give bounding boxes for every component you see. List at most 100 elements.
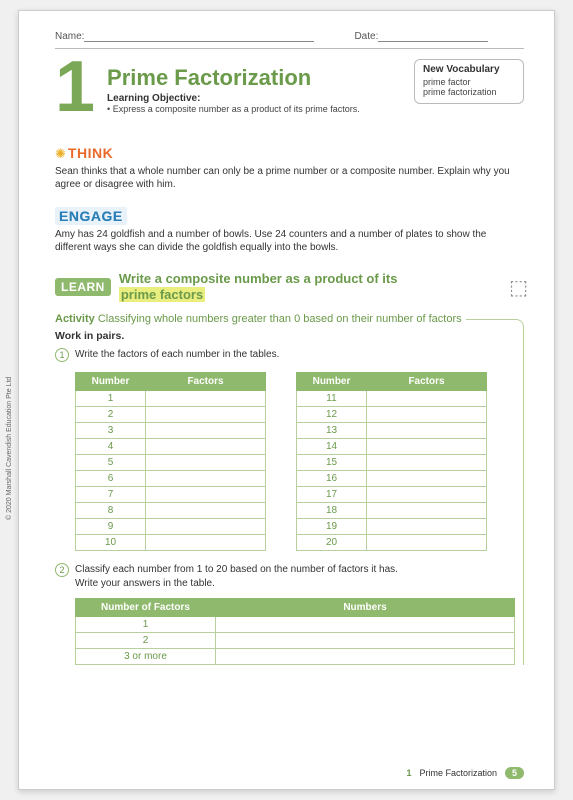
factors-table-right: NumberFactors 11121314151617181920 xyxy=(296,372,487,551)
cell-factors[interactable] xyxy=(367,471,487,487)
cell-number: 6 xyxy=(76,471,146,487)
cell-number: 1 xyxy=(76,391,146,407)
table-row: 8 xyxy=(76,503,266,519)
activity-header-row: Activity Classifying whole numbers great… xyxy=(55,314,524,665)
date-label: Date: xyxy=(354,31,378,42)
cell-number: 2 xyxy=(76,407,146,423)
cell-factors[interactable] xyxy=(146,455,266,471)
table-row: 5 xyxy=(76,455,266,471)
learn-title: Write a composite number as a product of… xyxy=(119,271,398,305)
step-2: 2 Classify each number from 1 to 20 base… xyxy=(55,563,517,590)
factors-table-left: NumberFactors 12345678910 xyxy=(75,372,266,551)
cell-number: 9 xyxy=(76,519,146,535)
th-num-factors: Number of Factors xyxy=(76,599,216,617)
table-row: 3 xyxy=(76,423,266,439)
footer-title: Prime Factorization xyxy=(419,768,497,778)
vocab-term-2: prime factorization xyxy=(423,87,515,97)
cell-number: 16 xyxy=(297,471,367,487)
cell-factors[interactable] xyxy=(367,535,487,551)
worksheet-page: Name: Date: 1 Prime Factorization Learni… xyxy=(18,10,555,790)
table-row: 6 xyxy=(76,471,266,487)
cell-factors[interactable] xyxy=(146,407,266,423)
activity-chip: Activity xyxy=(55,313,95,325)
table-row: 2 xyxy=(76,633,515,649)
cell-number: 14 xyxy=(297,439,367,455)
cell-factors[interactable] xyxy=(146,535,266,551)
cell-number: 4 xyxy=(76,439,146,455)
date-input-line[interactable] xyxy=(378,41,488,42)
table-row: 7 xyxy=(76,487,266,503)
step-2-text: Classify each number from 1 to 20 based … xyxy=(75,563,398,590)
table-row: 13 xyxy=(297,423,487,439)
vocab-term-1: prime factor xyxy=(423,77,515,87)
cell-factors[interactable] xyxy=(367,503,487,519)
cell-factors[interactable] xyxy=(367,487,487,503)
lightbulb-icon: ✺ xyxy=(55,146,66,161)
cell-factors[interactable] xyxy=(146,391,266,407)
cell-factors[interactable] xyxy=(367,439,487,455)
cell-factors[interactable] xyxy=(367,391,487,407)
cell-factors[interactable] xyxy=(367,423,487,439)
table-row: 16 xyxy=(297,471,487,487)
cell-factors[interactable] xyxy=(146,519,266,535)
cell-factors[interactable] xyxy=(146,503,266,519)
think-section: ✺THINK Sean thinks that a whole number c… xyxy=(55,145,524,192)
lesson-header: 1 Prime Factorization Learning Objective… xyxy=(55,59,524,117)
classification-table: Number of FactorsNumbers 123 or more xyxy=(75,598,515,665)
page-footer: 1 Prime Factorization 5 xyxy=(406,767,524,779)
step-1: 1 Write the factors of each number in th… xyxy=(55,348,517,362)
cell-number: 10 xyxy=(76,535,146,551)
th-factors: Factors xyxy=(367,373,487,391)
cell-number: 13 xyxy=(297,423,367,439)
table-row: 17 xyxy=(297,487,487,503)
table-row: 1 xyxy=(76,617,515,633)
table-row: 12 xyxy=(297,407,487,423)
table-row: 2 xyxy=(76,407,266,423)
chapter-number: 1 xyxy=(55,59,95,117)
cell-number: 19 xyxy=(297,519,367,535)
cell-factors[interactable] xyxy=(367,455,487,471)
cell-factors[interactable] xyxy=(367,407,487,423)
think-label: THINK xyxy=(68,145,113,161)
th-number: Number xyxy=(297,373,367,391)
cell-number: 20 xyxy=(297,535,367,551)
cell-factors[interactable] xyxy=(146,471,266,487)
cell-number: 11 xyxy=(297,391,367,407)
cube-icon: ⬚ xyxy=(509,275,528,300)
cell-numbers[interactable] xyxy=(216,633,515,649)
vocabulary-box: New Vocabulary prime factor prime factor… xyxy=(414,59,524,104)
name-input-line[interactable] xyxy=(84,41,314,42)
table-row: 15 xyxy=(297,455,487,471)
cell-factors[interactable] xyxy=(367,519,487,535)
th-numbers: Numbers xyxy=(216,599,515,617)
footer-page-number: 5 xyxy=(505,767,524,779)
engage-section: ENGAGE Amy has 24 goldfish and a number … xyxy=(55,208,524,255)
cell-factor-count: 3 or more xyxy=(76,649,216,665)
engage-text: Amy has 24 goldfish and a number of bowl… xyxy=(55,228,524,255)
th-number: Number xyxy=(76,373,146,391)
activity-title: Classifying whole numbers greater than 0… xyxy=(98,313,462,325)
cell-number: 18 xyxy=(297,503,367,519)
cell-number: 5 xyxy=(76,455,146,471)
cell-factor-count: 1 xyxy=(76,617,216,633)
cell-number: 7 xyxy=(76,487,146,503)
step-1-number: 1 xyxy=(55,348,69,362)
name-label: Name: xyxy=(55,31,84,42)
cell-factors[interactable] xyxy=(146,439,266,455)
name-date-row: Name: Date: xyxy=(55,31,524,42)
step-2-number: 2 xyxy=(55,563,69,577)
cell-number: 15 xyxy=(297,455,367,471)
learn-chip: LEARN xyxy=(55,278,111,296)
cell-factors[interactable] xyxy=(146,487,266,503)
table-row: 18 xyxy=(297,503,487,519)
objective-text: • Express a composite number as a produc… xyxy=(107,104,524,114)
cell-number: 17 xyxy=(297,487,367,503)
cell-numbers[interactable] xyxy=(216,617,515,633)
step-1-text: Write the factors of each number in the … xyxy=(75,348,279,362)
table-row: 11 xyxy=(297,391,487,407)
table-row: 14 xyxy=(297,439,487,455)
think-text: Sean thinks that a whole number can only… xyxy=(55,165,524,192)
table-row: 4 xyxy=(76,439,266,455)
cell-factors[interactable] xyxy=(146,423,266,439)
cell-numbers[interactable] xyxy=(216,649,515,665)
